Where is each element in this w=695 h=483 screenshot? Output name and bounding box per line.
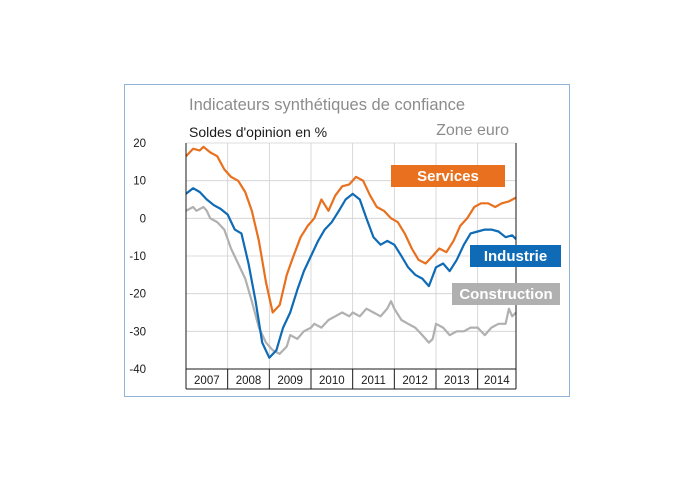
y-tick-label: 0 <box>140 213 146 225</box>
y-tick-label: -20 <box>129 289 146 301</box>
series-line-services <box>185 145 517 314</box>
chart-frame: Indicateurs synthétiques de confiance So… <box>124 84 570 397</box>
series-lines <box>185 145 517 359</box>
x-tick-label: 2007 <box>194 375 220 387</box>
series-line-industrie <box>185 187 517 359</box>
x-tick-label: 2009 <box>277 375 303 387</box>
y-tick-label: -30 <box>129 326 146 338</box>
series-label-services: Services <box>417 168 479 185</box>
chart-svg: Indicateurs synthétiques de confiance So… <box>129 96 561 390</box>
x-tick-label: 2013 <box>444 375 470 387</box>
chart-subtitle: Soldes d'opinion en % <box>189 124 327 140</box>
chart-title: Indicateurs synthétiques de confiance <box>189 96 465 114</box>
series-line-construction <box>185 205 517 355</box>
x-tick-label: 2014 <box>484 375 510 387</box>
y-tick-label: 20 <box>133 138 146 150</box>
series-labels: Services Industrie Construction <box>391 165 561 305</box>
y-tick-label: -10 <box>129 251 146 263</box>
y-tick-labels: 20 10 0 -10 -20 -30 -40 <box>129 138 146 376</box>
series-label-box-construction <box>452 283 560 305</box>
y-tick-label: -40 <box>129 364 146 376</box>
x-tick-label: 2011 <box>361 375 386 387</box>
y-tick-label: 10 <box>133 176 146 188</box>
series-label-construction: Construction <box>459 286 552 303</box>
x-tick-label: 2012 <box>402 375 428 387</box>
series-label-industrie: Industrie <box>484 248 547 265</box>
chart-region-label: Zone euro <box>436 122 509 139</box>
x-tick-label: 2008 <box>236 375 262 387</box>
grid-lines <box>186 142 516 389</box>
x-tick-labels: 2007 2008 2009 2010 2011 2012 2013 2014 <box>194 375 510 387</box>
series-label-box-services <box>391 165 505 187</box>
series-label-box-industrie <box>470 245 561 267</box>
x-tick-label: 2010 <box>319 375 345 387</box>
